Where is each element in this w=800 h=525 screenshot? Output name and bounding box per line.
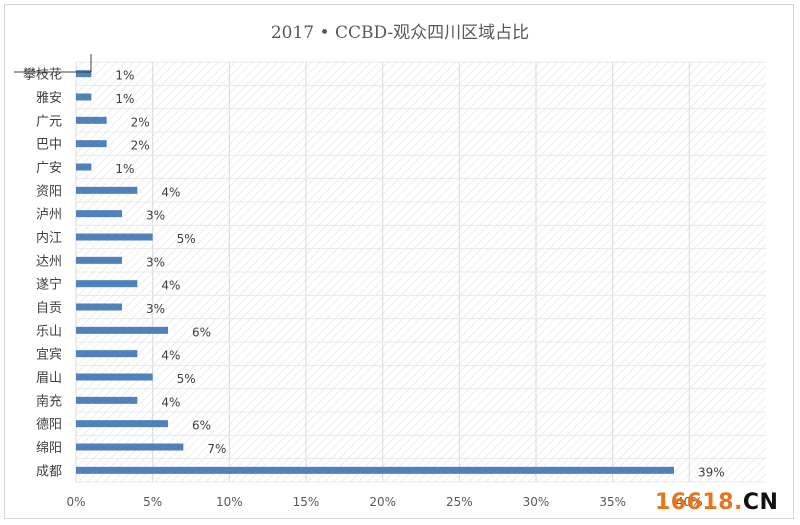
- x-tick-label: 25%: [446, 495, 473, 509]
- bar-达州: [76, 256, 122, 264]
- value-label: 1%: [115, 92, 134, 106]
- x-tick-label: 30%: [523, 495, 550, 509]
- category-label: 资阳: [36, 184, 62, 199]
- category-label: 广元: [36, 114, 62, 129]
- gridlines: [75, 61, 766, 483]
- bar-内江: [76, 233, 153, 241]
- x-tick-label: 20%: [369, 495, 396, 509]
- bar-绵阳: [76, 443, 184, 451]
- bar-自贡: [76, 303, 122, 311]
- category-label: 巴中: [36, 138, 62, 153]
- category-label: 绵阳: [36, 441, 62, 456]
- category-label: 遂宁: [36, 277, 62, 293]
- bar-南充: [76, 396, 138, 404]
- category-label: 泸州: [36, 208, 62, 223]
- x-tick-label: 40%: [676, 495, 703, 509]
- value-label: 2%: [131, 139, 150, 153]
- category-label: 成都: [36, 464, 62, 479]
- bar-资阳: [76, 186, 138, 194]
- category-label: 广安: [36, 161, 62, 176]
- category-label: 宜宾: [36, 347, 62, 363]
- value-label: 5%: [177, 372, 196, 386]
- x-tick-labels: 0% 5% 10% 15% 20% 25% 30% 35% 40%: [66, 495, 702, 509]
- value-label: 6%: [192, 325, 211, 339]
- value-label: 1%: [115, 69, 134, 83]
- category-label: 眉山: [36, 371, 62, 386]
- x-tick-label: 15%: [293, 495, 320, 509]
- x-tick-label: 35%: [599, 495, 626, 509]
- value-label: 4%: [161, 279, 180, 293]
- value-label: 39%: [698, 465, 725, 479]
- category-label: 达州: [36, 254, 62, 269]
- category-label: 南充: [36, 393, 62, 409]
- site-watermark: 16618.CN: [655, 490, 778, 515]
- value-labels: 1% 1% 2% 2% 1% 4% 3% 5% 3% 4% 3% 6% 4% 5% 4% 6% 7% 39%: [115, 69, 724, 480]
- value-label: 4%: [161, 349, 180, 363]
- bar-德阳: [76, 420, 168, 428]
- value-label: 3%: [146, 302, 165, 316]
- value-label: 6%: [192, 419, 211, 433]
- bar-广安: [76, 163, 92, 171]
- x-tick-label: 10%: [216, 495, 243, 509]
- value-label: 7%: [207, 442, 226, 456]
- bar-雅安: [76, 93, 92, 101]
- bar-眉山: [76, 373, 153, 381]
- category-label: 德阳: [36, 418, 62, 433]
- category-label: 乐山: [36, 324, 62, 339]
- category-label: 自贡: [36, 301, 62, 316]
- category-label: 攀枝花: [23, 67, 62, 83]
- bar-乐山: [76, 326, 168, 334]
- bar-遂宁: [76, 280, 138, 288]
- bar-宜宾: [76, 350, 138, 358]
- value-label: 4%: [161, 185, 180, 199]
- value-label: 2%: [131, 115, 150, 129]
- bar-广元: [76, 116, 107, 124]
- watermark-dot: .: [734, 490, 743, 515]
- chart-title: 2017 • CCBD-观众四川区域占比: [270, 23, 530, 43]
- value-label: 3%: [146, 209, 165, 223]
- x-tick-label: 0%: [66, 495, 85, 509]
- value-label: 5%: [177, 232, 196, 246]
- category-label: 雅安: [36, 91, 62, 106]
- category-label: 内江: [36, 230, 62, 246]
- value-label: 3%: [146, 255, 165, 269]
- x-tick-label: 5%: [143, 495, 162, 509]
- watermark-number: 16618: [655, 490, 735, 515]
- bar-巴中: [76, 140, 107, 148]
- bar-攀枝花: [76, 70, 92, 78]
- bar-泸州: [76, 210, 122, 218]
- bars: [76, 70, 674, 474]
- bar-成都: [76, 466, 674, 474]
- value-label: 4%: [161, 395, 180, 409]
- watermark-cn: CN: [742, 490, 779, 515]
- value-label: 1%: [115, 162, 134, 176]
